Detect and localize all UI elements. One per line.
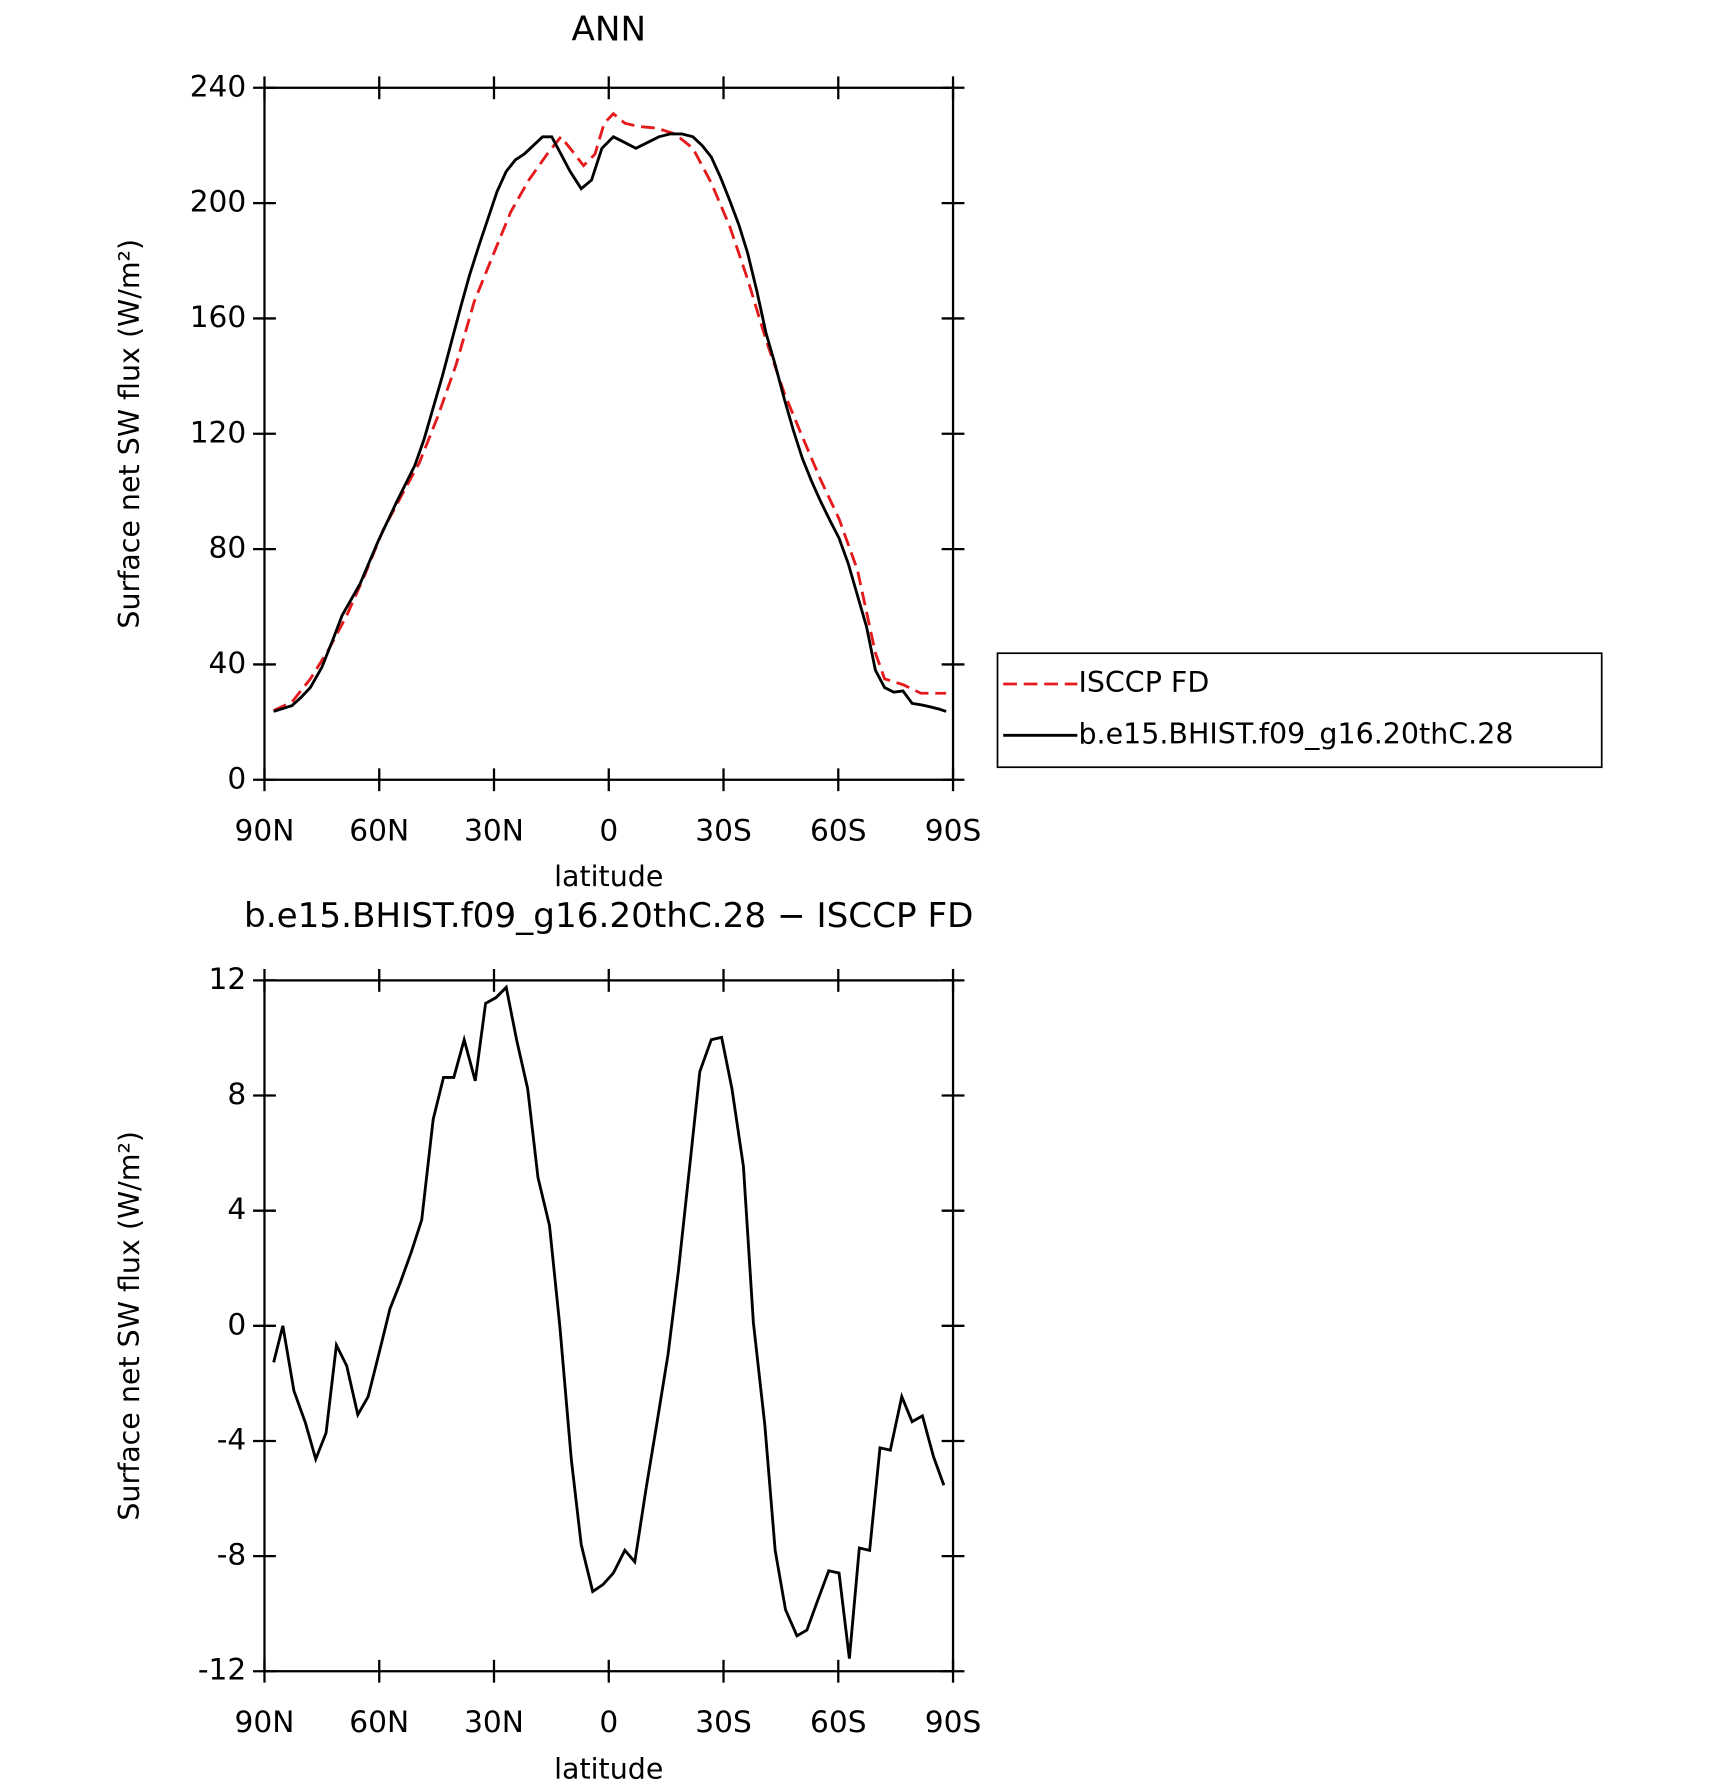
plot-frame [263,979,955,1673]
y-tick-label: 120 [190,414,247,449]
y-tick-label: -4 [217,1421,247,1456]
y-axis-label: Surface net SW flux (W/m²) [113,1131,146,1521]
x-tick-label: 0 [599,1704,618,1739]
y-tick-label: 40 [209,645,247,680]
y-tick-label: 0 [227,1306,246,1341]
x-axis-label: latitude [554,1752,663,1785]
x-tick-label: 30N [464,813,524,848]
x-tick-label: 30N [464,1704,524,1739]
y-tick-label: -12 [198,1652,246,1687]
y-tick-label: 240 [190,68,247,103]
legend-label: ISCCP FD [1078,666,1209,699]
legend-box [996,652,1603,769]
plot-frame [263,86,955,781]
data-line [273,111,947,712]
y-tick-label: 4 [227,1191,246,1226]
chart-title: ANN [571,9,646,49]
x-tick-label: 90S [925,1704,982,1739]
x-tick-label: 60N [349,813,409,848]
x-tick-label: 90S [925,813,982,848]
legend-label: b.e15.BHIST.f09_g16.20thC.28 [1078,717,1513,750]
x-tick-label: 30S [695,1704,752,1739]
y-tick-label: 8 [227,1076,246,1111]
y-tick-label: 0 [227,760,246,795]
chart-title: b.e15.BHIST.f09_g16.20thC.28 − ISCCP FD [244,896,974,936]
y-axis-label: Surface net SW flux (W/m²) [113,239,146,629]
y-tick-label: 200 [190,184,247,219]
y-tick-label: 12 [209,961,247,996]
x-tick-label: 0 [599,813,618,848]
data-line [272,984,946,1659]
x-tick-label: 30S [695,813,752,848]
x-axis-label: latitude [554,860,663,893]
x-tick-label: 90N [235,1704,295,1739]
y-tick-label: 160 [190,299,247,334]
x-tick-label: 60N [349,1704,409,1739]
x-tick-label: 90N [235,813,295,848]
x-tick-label: 60S [810,813,867,848]
y-tick-label: 80 [209,530,247,565]
data-line [273,132,947,713]
x-tick-label: 60S [810,1704,867,1739]
y-tick-label: -8 [217,1537,247,1572]
